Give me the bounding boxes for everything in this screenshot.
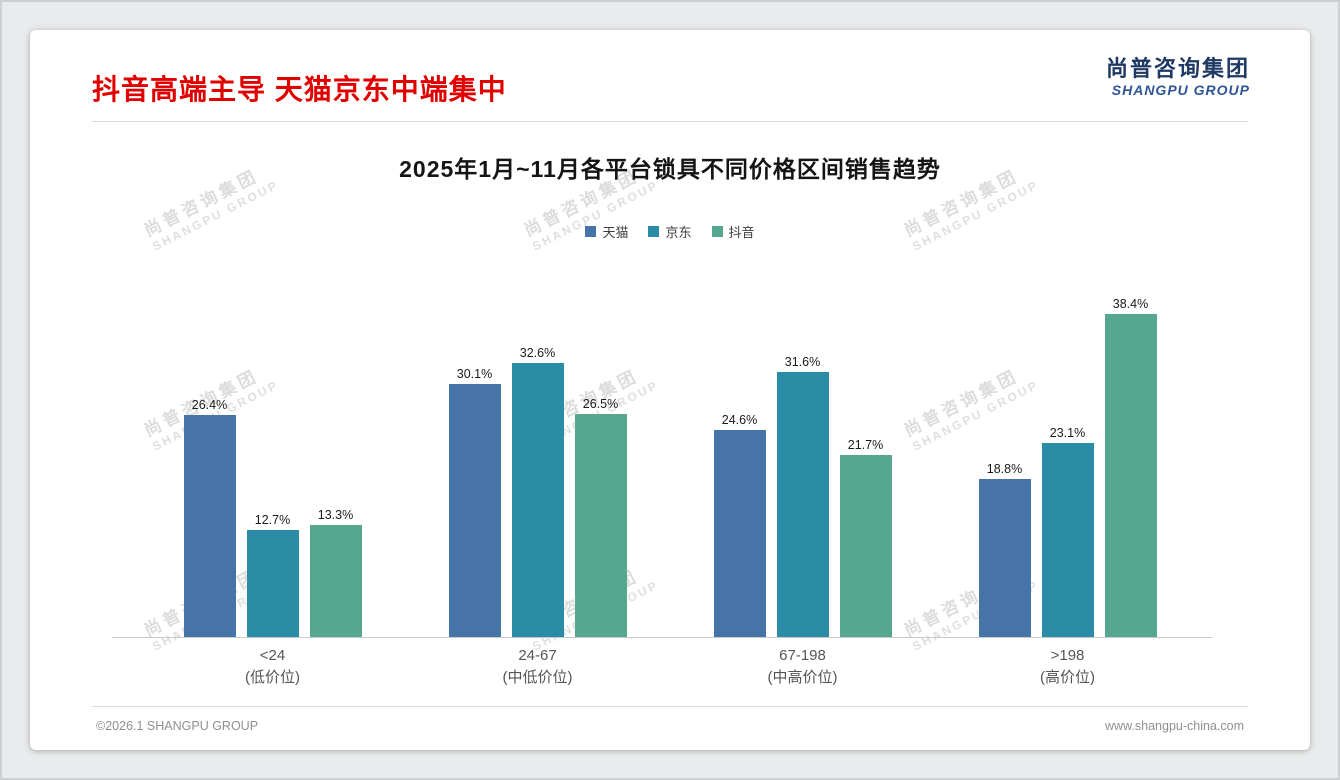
legend-item: 京东 [648, 222, 692, 241]
category-label: <24 [259, 647, 286, 664]
bar-cell: 24.6% [713, 413, 766, 637]
legend-label: 天猫 [602, 225, 629, 240]
bar-cell: 30.1% [448, 367, 501, 637]
bar-cell: 38.4% [1104, 297, 1157, 637]
bars-row: 24.6% 31.6% 21.7% [713, 292, 892, 637]
footer: ©2026.1 SHANGPU GROUP www.shangpu-china.… [92, 706, 1248, 750]
bar-value-label: 32.6% [519, 346, 556, 361]
bar [448, 384, 501, 637]
bar-cell: 18.8% [978, 462, 1031, 637]
bar [839, 454, 892, 637]
legend-swatch [648, 226, 660, 237]
bar [1041, 443, 1094, 637]
legend-item: 天猫 [585, 222, 628, 241]
chart-legend: 天猫 京东 抖音 [30, 222, 1310, 241]
copyright-text: ©2026.1 SHANGPU GROUP [96, 719, 259, 733]
category-sublabel: (中低价位) [502, 669, 573, 686]
bar-value-label: 26.5% [582, 397, 619, 412]
legend-label: 京东 [665, 225, 692, 240]
slide-title: 抖音高端主导 天猫京东中端集中 [92, 74, 507, 105]
slide-card: 尚普咨询集团 SHANGPU GROUP 尚普咨询集团 SHANGPU GROUP 尚普… [30, 30, 1310, 750]
bar-cell: 26.4% [183, 398, 236, 637]
category-group: 18.8% 23.1% 38.4% >198 (高价位) [978, 292, 1157, 687]
bar-cell: 21.7% [839, 437, 892, 637]
legend-label: 抖音 [728, 225, 755, 240]
logo-en-text: SHANGPU GROUP [1111, 82, 1250, 99]
plot-area: 26.4% 12.7% 13.3% <24 (低价位) 30.1% 32.6% 26.5% 24… [112, 292, 1212, 687]
bar [574, 414, 627, 637]
header-divider [92, 121, 1248, 122]
category-label: >198 [1050, 647, 1085, 664]
bar-cell: 32.6% [511, 346, 564, 637]
bar-value-label: 31.6% [784, 354, 821, 369]
bar-value-label: 18.8% [986, 462, 1023, 477]
bar-value-label: 24.6% [721, 413, 758, 428]
bar [978, 479, 1031, 637]
legend-swatch [585, 226, 597, 237]
bar-cell: 12.7% [246, 513, 299, 637]
legend-swatch [711, 226, 723, 237]
chart-area: 2025年1月~11月各平台锁具不同价格区间销售趋势 天猫 京东 抖音 26.4% 1… [30, 122, 1310, 706]
bar-cell: 13.3% [309, 508, 362, 637]
bar [246, 530, 299, 637]
website-text: www.shangpu-china.com [1105, 719, 1244, 733]
category-label: 24-67 [518, 647, 557, 664]
category-group: 30.1% 32.6% 26.5% 24-67 (中低价位) [448, 292, 627, 687]
category-sublabel: (低价位) [245, 669, 300, 686]
logo-cn-text: 尚普咨询集团 [1105, 56, 1250, 81]
category-group: 26.4% 12.7% 13.3% <24 (低价位) [183, 292, 362, 687]
chart-title: 2025年1月~11月各平台锁具不同价格区间销售趋势 [399, 156, 941, 182]
legend-item: 抖音 [711, 222, 755, 241]
bar [183, 415, 236, 637]
bar-value-label: 21.7% [847, 437, 884, 452]
bars-row: 30.1% 32.6% 26.5% [448, 292, 627, 637]
bar-cell: 26.5% [574, 397, 627, 637]
bars-row: 18.8% 23.1% 38.4% [978, 292, 1157, 637]
bar [776, 371, 829, 637]
bar [309, 525, 362, 637]
bars-row: 26.4% 12.7% 13.3% [183, 292, 362, 637]
bar-value-label: 23.1% [1049, 426, 1086, 440]
company-logo: 尚普咨询集团 SHANGPU GROUP [1106, 56, 1250, 99]
category-group: 24.6% 31.6% 21.7% 67-198 (中高价位) [713, 292, 892, 687]
bar-cell: 23.1% [1041, 426, 1094, 637]
category-sublabel: (高价位) [1040, 669, 1095, 686]
header: 抖音高端主导 天猫京东中端集中 尚普咨询集团 SHANGPU GROUP [30, 30, 1310, 108]
bar [1104, 314, 1157, 637]
category-label: 67-198 [779, 647, 826, 664]
bar-value-label: 26.4% [191, 398, 228, 413]
bar-value-label: 13.3% [317, 508, 354, 523]
bar-value-label: 30.1% [456, 367, 493, 382]
x-axis-line [112, 637, 1212, 638]
bar [713, 430, 766, 637]
category-sublabel: (中高价位) [767, 669, 838, 686]
bar-cell: 31.6% [776, 354, 829, 637]
bar-value-label: 12.7% [254, 513, 291, 528]
bar-value-label: 38.4% [1112, 297, 1149, 312]
bar [511, 363, 564, 637]
